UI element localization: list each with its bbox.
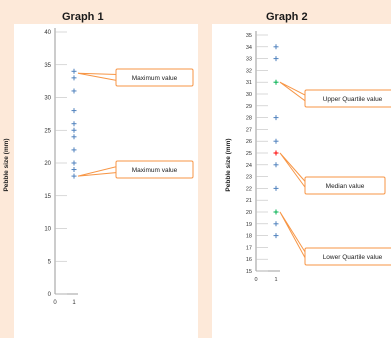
data-point [273,185,279,191]
data-point [71,68,77,74]
y-tick-label: 15 [246,269,252,275]
y-tick-label: 25 [246,151,252,157]
data-point [273,209,279,215]
data-point [71,173,77,179]
data-point [273,138,279,144]
data-point [273,56,279,62]
y-tick-label: 24 [246,163,252,169]
callout: Upper Quartile value [279,81,391,108]
y-axis-title: Pebble size (mm) [225,138,232,191]
y-tick-label: 20 [246,210,252,216]
callout-box [304,176,386,195]
y-tick-label: 16 [246,257,252,263]
y-tick-label: 30 [246,92,252,98]
callout: Maximum value [77,160,194,179]
data-point [71,134,77,140]
data-point [273,221,279,227]
x-tick-label: 0 [254,277,257,283]
callout-box [304,247,391,266]
graph1-title: Graph 1 [62,11,104,23]
y-tick-label: 33 [246,57,252,63]
data-point [71,75,77,81]
data-point [71,88,77,94]
y-tick-label: 19 [246,222,252,228]
y-tick-label: 21 [246,198,252,204]
graph1: 0 5 10 15 20 25 30 35 40 0 1 Pebble size (mm) Maximu… [3,24,198,338]
callout-label: Median value [326,183,365,190]
y-tick-label: 5 [48,259,52,265]
data-point [273,115,279,121]
y-tick-label: 34 [246,45,252,51]
data-point [71,160,77,166]
y-tick-label: 31 [246,80,252,86]
callout: Maximum value [77,68,194,87]
callout: Lower Quartile value [279,211,391,266]
graph2: 15 16 17 18 19 20 21 22 23 24 25 26 27 28 29 30 31 32 33 34… [212,24,391,338]
data-point [71,127,77,133]
y-tick-label: 18 [246,234,252,240]
data-point [273,44,279,50]
y-tick-label: 28 [246,116,252,122]
data-point [71,108,77,114]
y-tick-label: 15 [44,194,51,200]
y-tick-label: 27 [246,127,252,133]
data-point [273,162,279,168]
y-tick-label: 10 [44,227,51,233]
y-tick-label: 22 [246,186,252,192]
data-point [71,147,77,153]
callout-box [115,68,194,87]
y-tick-label: 23 [246,175,252,181]
callout-box [115,160,194,179]
x-tick-label: 1 [274,277,277,283]
y-tick-label: 20 [44,161,51,167]
y-tick-label: 35 [44,63,51,69]
y-tick-label: 30 [44,96,51,102]
y-tick-label: 17 [246,245,252,251]
graph2-title: Graph 2 [266,11,308,23]
x-tick-label: 0 [53,300,57,306]
data-point [273,233,279,239]
y-tick-label: 26 [246,139,252,145]
data-point [273,79,279,85]
y-tick-label: 0 [48,292,52,298]
y-tick-label: 25 [44,128,51,134]
y-axis-title: Pebble size (mm) [3,138,10,191]
y-tick-label: 35 [246,33,252,39]
x-tick-label: 1 [72,300,76,306]
callout-box [304,89,391,108]
data-point [71,167,77,173]
data-point [71,121,77,127]
callout: Median value [279,152,386,195]
y-tick-label: 29 [246,104,252,110]
callout-label: Maximum value [132,167,178,174]
data-point [273,150,279,156]
callout-label: Maximum value [132,75,178,82]
callout-label: Upper Quartile value [323,96,383,103]
callout-label: Lower Quartile value [323,254,383,261]
y-tick-label: 40 [44,30,51,36]
y-tick-label: 32 [246,68,252,74]
